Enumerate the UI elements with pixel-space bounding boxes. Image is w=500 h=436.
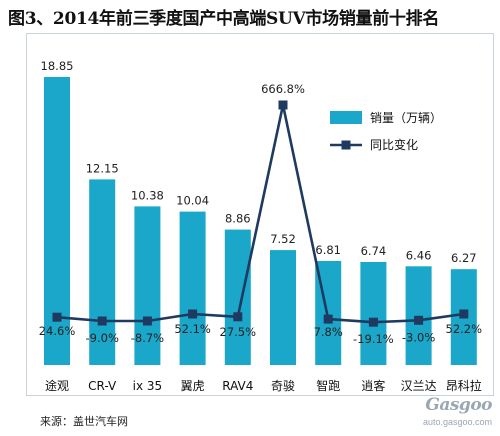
bar-value-label-1: 18.85 xyxy=(41,59,74,73)
legend-label-change: 同比变化 xyxy=(370,137,418,152)
watermark-url: auto.gasgoo.com xyxy=(422,417,492,427)
bar-5 xyxy=(224,229,251,365)
bar-6 xyxy=(270,250,296,365)
bar-value-label-9: 6.46 xyxy=(406,248,432,262)
line-point-2 xyxy=(97,316,107,326)
legend-marker-change xyxy=(341,140,351,150)
line-point-5 xyxy=(233,312,243,322)
line-value-label-9: -3.0% xyxy=(402,330,435,344)
line-value-label-3: -8.7% xyxy=(131,331,164,345)
x-tick-label-4: 翼虎 xyxy=(181,379,205,393)
x-tick-label-5: RAV4 xyxy=(222,379,253,393)
bar-8 xyxy=(360,262,387,365)
legend-swatch-sales xyxy=(330,111,362,124)
line-value-label-2: -9.0% xyxy=(86,331,119,345)
x-tick-label-9: 汉兰达 xyxy=(401,379,437,393)
bar-value-label-6: 7.52 xyxy=(270,232,296,246)
x-tick-label-8: 逍客 xyxy=(361,378,385,393)
line-point-8 xyxy=(368,317,378,327)
bar-2 xyxy=(89,179,116,365)
x-tick-label-3: ix 35 xyxy=(133,379,163,393)
bar-9 xyxy=(405,266,432,365)
x-tick-label-10: 昂科拉 xyxy=(446,378,482,393)
x-tick-label-7: 智跑 xyxy=(316,378,340,393)
line-change xyxy=(56,103,464,324)
bar-value-label-2: 12.15 xyxy=(86,161,119,175)
chart-title: 图3、2014年前三季度国产中高端SUV市场销量前十排名 xyxy=(8,9,440,29)
bar-value-label-4: 10.04 xyxy=(176,194,209,208)
line-point-1 xyxy=(52,312,62,322)
bar-value-label-5: 8.86 xyxy=(225,212,251,226)
bar-1 xyxy=(44,77,70,365)
watermark: Gasgoo auto.gasgoo.com xyxy=(400,395,496,435)
line-value-label-7: 7.8% xyxy=(314,325,343,339)
line-value-label-5: 27.5% xyxy=(220,325,257,339)
line-value-label-8: -19.1% xyxy=(353,332,394,346)
line-value-label-6: 666.8% xyxy=(261,82,305,96)
line-value-label-10: 52.2% xyxy=(446,322,483,336)
line-value-label-4: 52.1% xyxy=(174,322,211,336)
line-point-7 xyxy=(323,314,333,324)
line-point-4 xyxy=(188,309,198,319)
source-note: 来源：盖世汽车网 xyxy=(40,415,128,428)
line-point-9 xyxy=(414,315,424,325)
line-point-6 xyxy=(278,100,288,110)
x-tick-label-6: 奇骏 xyxy=(271,379,295,393)
bar-value-label-8: 6.74 xyxy=(361,244,387,258)
bar-3 xyxy=(134,206,161,365)
x-tick-label-1: 途观 xyxy=(45,378,69,393)
x-tick-label-2: CR-V xyxy=(88,379,117,393)
line-point-3 xyxy=(142,316,152,326)
bar-value-label-10: 6.27 xyxy=(451,251,477,265)
bar-value-label-7: 6.81 xyxy=(315,243,341,257)
legend-label-sales: 销量（万辆） xyxy=(370,111,442,125)
bar-4 xyxy=(179,211,206,365)
plot-area xyxy=(26,33,494,396)
bar-value-label-3: 10.38 xyxy=(131,188,164,202)
gasgoo-logo: Gasgoo xyxy=(425,395,492,415)
line-point-10 xyxy=(459,309,469,319)
line-value-label-1: 24.6% xyxy=(39,324,76,338)
